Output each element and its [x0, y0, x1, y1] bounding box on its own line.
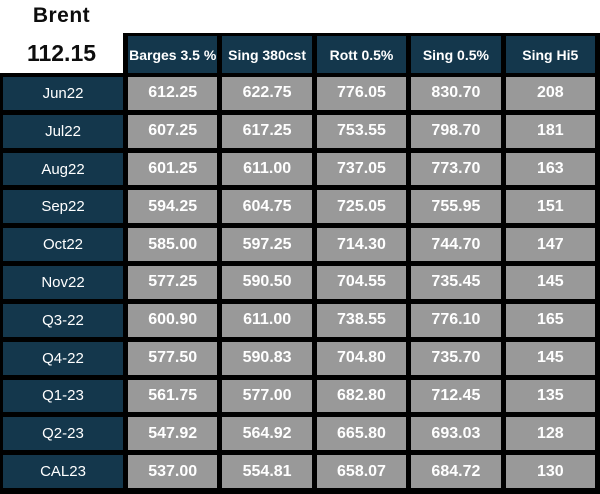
price-cell[interactable]: 585.00 [128, 228, 218, 262]
row-label-q1-23[interactable]: Q1-23 [3, 379, 123, 413]
price-cell[interactable]: 590.83 [222, 341, 312, 375]
row-label-aug22[interactable]: Aug22 [3, 152, 123, 186]
price-cell[interactable]: 617.25 [222, 114, 312, 148]
price-cell[interactable]: 753.55 [316, 114, 407, 148]
price-cell[interactable]: 712.45 [411, 379, 501, 413]
brent-label: Brent [32, 4, 91, 27]
price-cell[interactable]: 798.70 [411, 114, 501, 148]
row-label-cal23[interactable]: CAL23 [3, 455, 123, 488]
brent-price: 112.15 [26, 40, 97, 66]
price-cell[interactable]: 682.80 [316, 379, 407, 413]
price-cell[interactable]: 145 [505, 266, 595, 299]
price-cell[interactable]: 537.00 [128, 455, 218, 488]
price-cell[interactable]: 776.05 [316, 77, 407, 110]
price-cell[interactable]: 135 [505, 379, 595, 413]
price-cell[interactable]: 612.25 [128, 77, 218, 110]
price-cell[interactable]: 600.90 [128, 303, 218, 337]
price-cell[interactable]: 597.25 [222, 228, 312, 262]
price-cell[interactable]: 547.92 [128, 417, 218, 451]
row-label-nov22[interactable]: Nov22 [3, 266, 123, 299]
price-cell[interactable]: 738.55 [316, 303, 407, 337]
price-cell[interactable]: 181 [505, 114, 595, 148]
price-table-body: Jun22 612.25 622.75 776.05 830.70 208 Ju… [0, 73, 600, 494]
price-cell[interactable]: 611.00 [222, 152, 312, 186]
price-cell[interactable]: 147 [505, 228, 595, 262]
price-cell[interactable]: 604.75 [222, 190, 312, 224]
row-label-jul22[interactable]: Jul22 [3, 114, 123, 148]
price-cell[interactable]: 128 [505, 417, 595, 451]
price-cell[interactable]: 693.03 [411, 417, 501, 451]
row-label-sep22[interactable]: Sep22 [3, 190, 123, 224]
row-label-jun22[interactable]: Jun22 [3, 77, 123, 110]
column-header-sing-380cst[interactable]: Sing 380cst [222, 36, 312, 73]
price-cell[interactable]: 755.95 [411, 190, 501, 224]
price-cell[interactable]: 737.05 [316, 152, 407, 186]
price-cell[interactable]: 564.92 [222, 417, 312, 451]
price-cell[interactable]: 590.50 [222, 266, 312, 299]
price-cell[interactable]: 735.70 [411, 341, 501, 375]
price-cell[interactable]: 773.70 [411, 152, 501, 186]
price-cell[interactable]: 684.72 [411, 455, 501, 488]
price-cell[interactable]: 577.00 [222, 379, 312, 413]
price-cell[interactable]: 130 [505, 455, 595, 488]
price-cell[interactable]: 145 [505, 341, 595, 375]
price-cell[interactable]: 163 [505, 152, 595, 186]
price-cell[interactable]: 665.80 [316, 417, 407, 451]
price-cell[interactable]: 607.25 [128, 114, 218, 148]
price-cell[interactable]: 704.55 [316, 266, 407, 299]
column-header-rott-05[interactable]: Rott 0.5% [316, 36, 407, 73]
price-cell[interactable]: 830.70 [411, 77, 501, 110]
price-cell[interactable]: 554.81 [222, 455, 312, 488]
column-header-sing-hi5[interactable]: Sing Hi5 [505, 36, 595, 73]
brent-panel: Brent 112.15 [0, 0, 123, 73]
price-cell[interactable]: 594.25 [128, 190, 218, 224]
price-cell[interactable]: 561.75 [128, 379, 218, 413]
price-cell[interactable]: 622.75 [222, 77, 312, 110]
price-cell[interactable]: 611.00 [222, 303, 312, 337]
row-label-q2-23[interactable]: Q2-23 [3, 417, 123, 451]
column-header-barges-35[interactable]: Barges 3.5 % [128, 36, 218, 73]
price-cell[interactable]: 165 [505, 303, 595, 337]
row-label-q3-22[interactable]: Q3-22 [3, 303, 123, 337]
column-header-sing-05[interactable]: Sing 0.5% [411, 36, 501, 73]
price-cell[interactable]: 744.70 [411, 228, 501, 262]
row-label-oct22[interactable]: Oct22 [3, 228, 123, 262]
row-label-q4-22[interactable]: Q4-22 [3, 341, 123, 375]
price-cell[interactable]: 601.25 [128, 152, 218, 186]
price-cell[interactable]: 714.30 [316, 228, 407, 262]
price-cell[interactable]: 658.07 [316, 455, 407, 488]
price-cell[interactable]: 735.45 [411, 266, 501, 299]
price-cell[interactable]: 151 [505, 190, 595, 224]
table-header-row: Barges 3.5 % Sing 380cst Rott 0.5% Sing … [123, 33, 600, 73]
price-cell[interactable]: 208 [505, 77, 595, 110]
price-cell[interactable]: 776.10 [411, 303, 501, 337]
price-cell[interactable]: 704.80 [316, 341, 407, 375]
price-cell[interactable]: 725.05 [316, 190, 407, 224]
price-cell[interactable]: 577.50 [128, 341, 218, 375]
price-cell[interactable]: 577.25 [128, 266, 218, 299]
